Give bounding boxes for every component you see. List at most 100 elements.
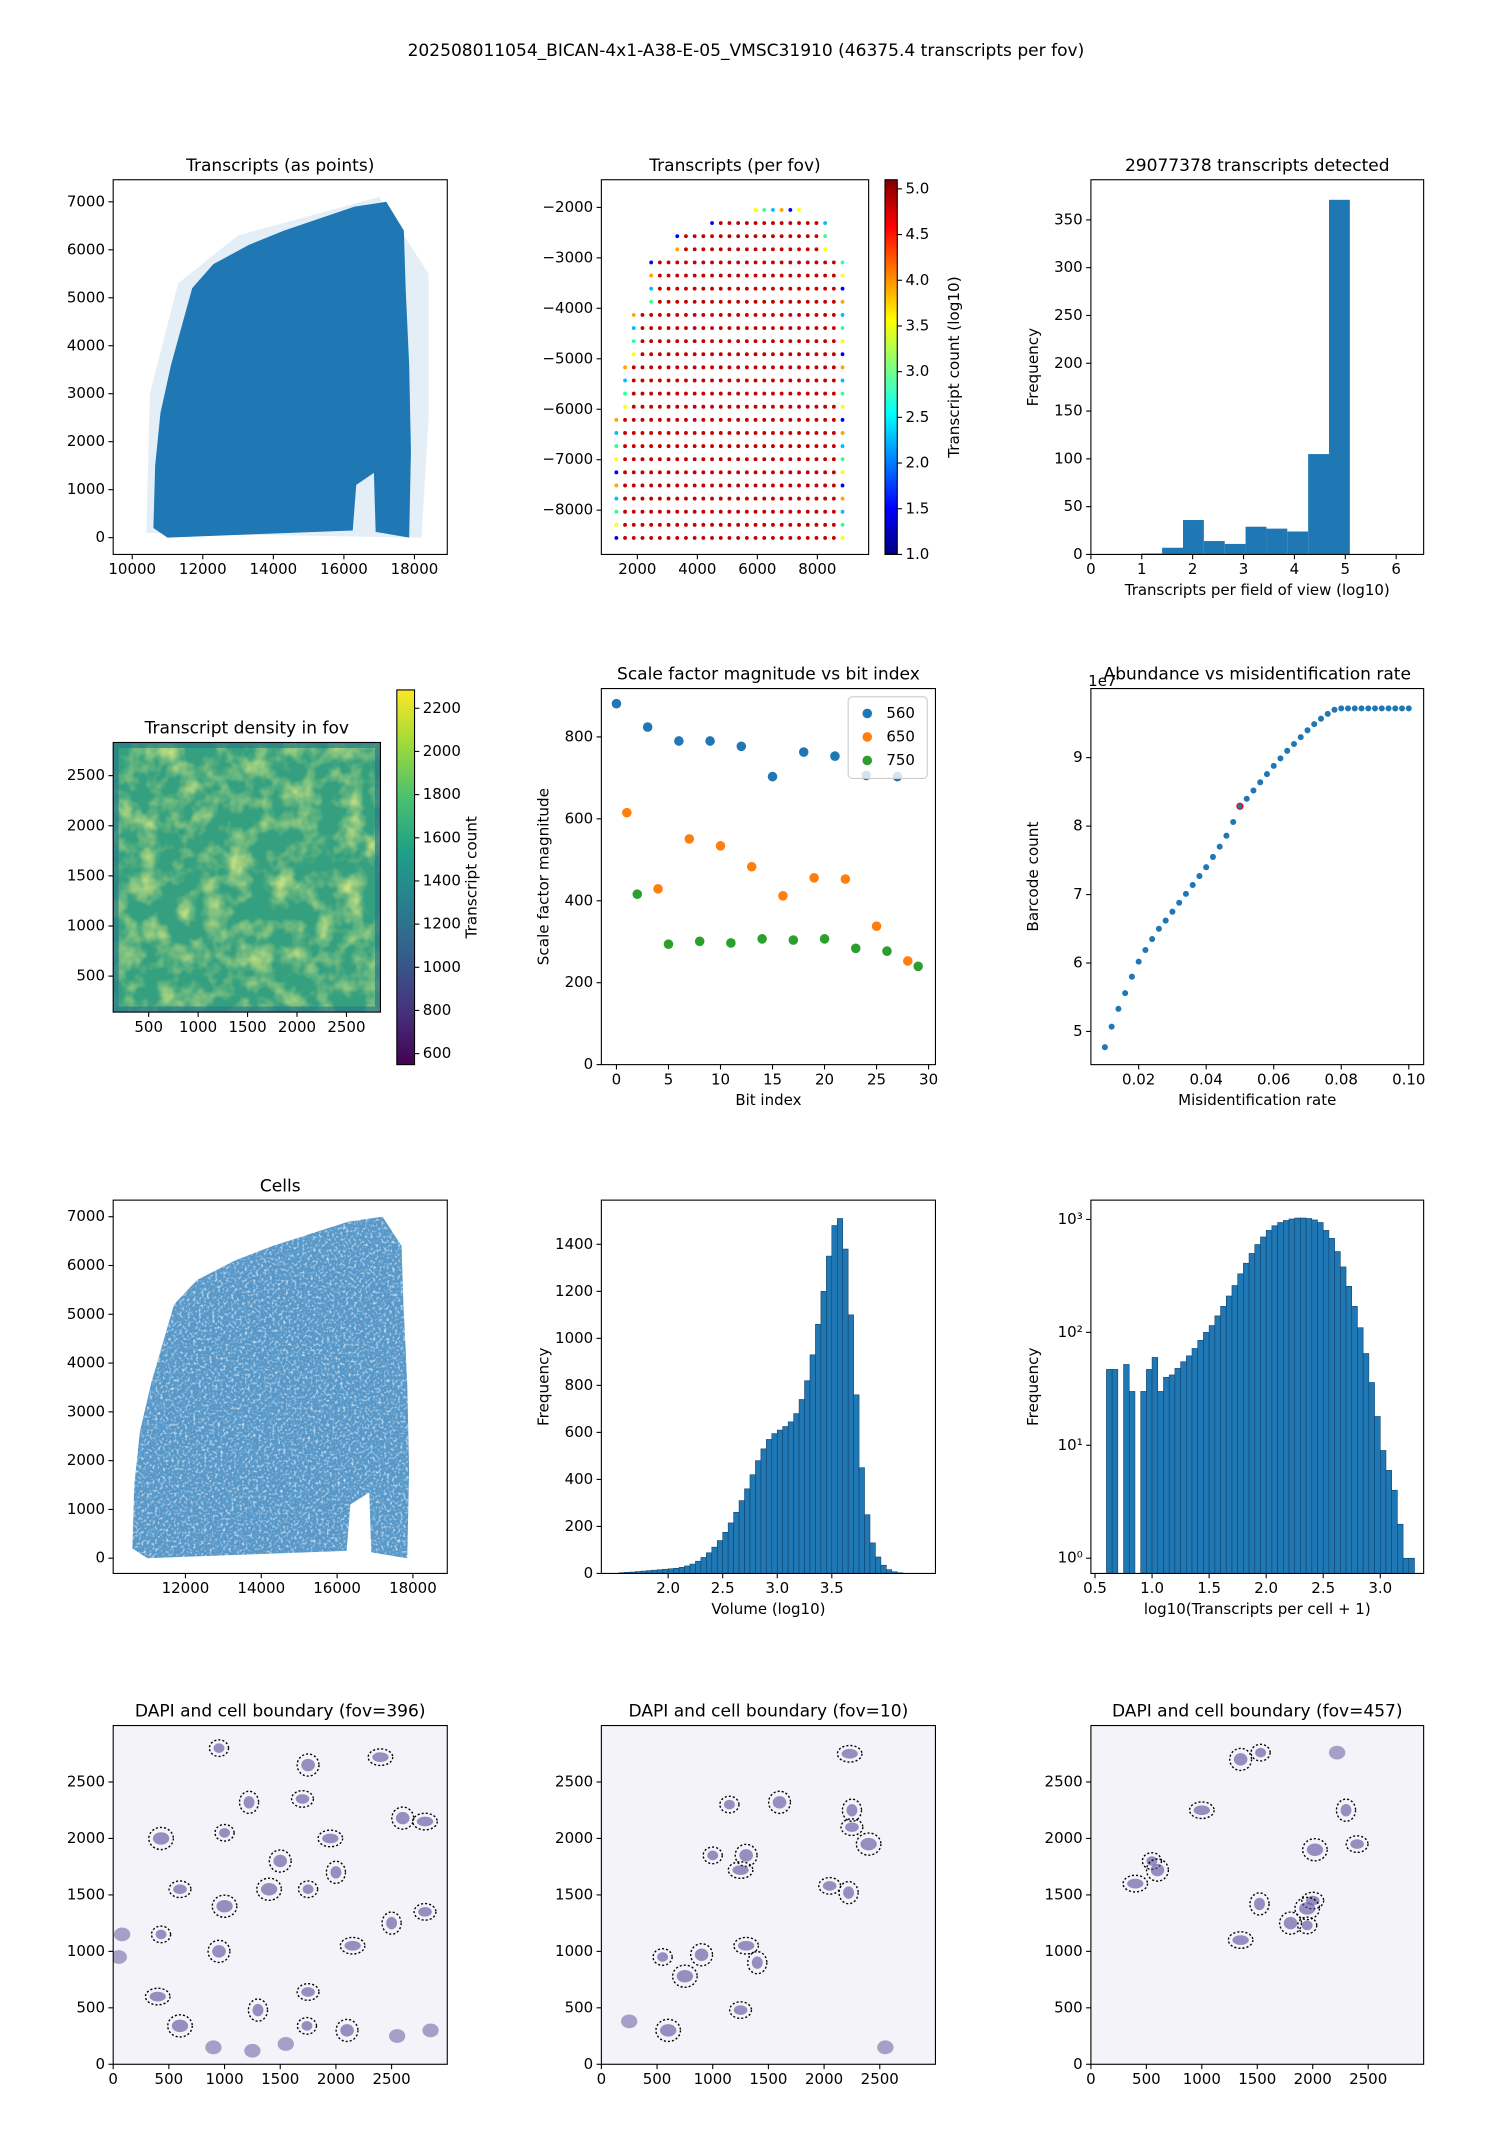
x-tick-label: 3 [1239,560,1249,578]
fov-dot [657,326,662,330]
x-tick-label: 12000 [162,1579,210,1597]
fov-dot [614,417,619,422]
point [1277,755,1284,762]
fov-dot [710,444,714,449]
fov-dot [762,260,767,265]
fov-dot [823,457,828,462]
fov-dot [718,312,723,317]
fov-dot [744,431,749,435]
bar [1294,1217,1301,1574]
cell-boundary [841,1798,863,1822]
fov-dot [666,431,671,435]
fov-dot [779,535,784,540]
nucleus [260,1883,278,1896]
fov-dot [744,339,749,344]
fov-dot [666,496,671,501]
fov-dot [718,247,723,252]
fov-dot [779,234,784,239]
fov-dot [675,522,680,527]
fov-dot [631,365,636,370]
fov-dot [771,470,775,475]
bar [1391,1489,1398,1574]
point [1378,705,1385,712]
fov-dot [762,247,767,252]
point [1317,715,1324,722]
x-tick-label: 18000 [389,1579,437,1597]
fov-dot [649,299,654,304]
fov-dot [771,378,775,383]
cell-boundary [238,1790,260,1815]
fov-dot [675,431,680,435]
bar [662,1568,669,1574]
fov-dot [797,522,801,527]
y-tick-label: 10⁰ [1058,1549,1083,1567]
y-tick-label: 500 [76,967,105,985]
fov-dot [779,378,784,383]
fov-dot [779,247,784,252]
point [736,741,747,752]
fov-dot [788,207,793,212]
fov-dot [797,444,801,449]
cell-boundary [211,1894,238,1918]
y-tick-label: 800 [565,727,594,745]
cell-boundary [268,1849,292,1873]
fov-dot [666,273,671,278]
fov-dot [701,352,706,357]
fov-dot [805,391,810,396]
y-tick-label: 1000 [555,1329,593,1347]
fov-dot [666,404,671,409]
fov-dot [797,365,801,370]
fov-dot [640,312,645,317]
bar [1203,1332,1210,1574]
fov-dot [692,273,697,278]
fov-dot [831,352,836,357]
fov-dot [727,312,732,317]
x-axis-label: Misidentification rate [1178,1091,1336,1109]
bar [815,1323,822,1574]
cell-boundary [297,1880,319,1899]
fov-dot [710,247,714,252]
colorbar-tick-label: 1600 [423,828,461,846]
bar [798,1399,805,1574]
bar [1345,1285,1353,1574]
nucleus [386,1916,398,1930]
nucleus [213,1743,225,1753]
fov-dot [675,509,680,514]
bar [766,1439,773,1574]
fov-dot [657,444,662,449]
fov-dot [762,234,767,239]
nucleus [751,1956,763,1969]
fov-dot [771,221,775,225]
panel: 0 1 2 3 4 5 6 0 50 100 150 200 250 300 350 29077378 tra… [1024,156,1425,599]
panel: 0.5 1.0 1.5 2.0 2.5 3.0 10⁰ 10¹ 10² 10³ log10(Tran… [1024,1199,1425,1618]
bar [1111,1369,1119,1574]
fov-dot [701,496,706,501]
density-edge [113,742,381,1013]
cell-boundary [290,1789,315,1808]
nucleus [723,1799,735,1810]
fov-dot [771,535,775,540]
fov-dot [736,299,741,304]
x-tick-label: 5 [664,1070,674,1088]
fov-dot [771,234,775,239]
fov-dot [649,417,654,422]
cell-boundary [317,1829,344,1848]
fov-dot [762,404,767,409]
fov-dot [684,352,688,357]
nucleus [416,1816,434,1827]
fov-dot [797,326,801,330]
bar [1146,1369,1153,1574]
x-tick-label: 14000 [237,1579,285,1597]
fov-dot [640,417,645,422]
cell-boundary [1335,1798,1357,1822]
bar [1151,1357,1159,1574]
fov-dot [684,260,688,265]
fov-dot [762,496,767,501]
fov-dot [692,457,697,462]
fov-dot [657,431,662,435]
x-tick-label: 6 [1391,560,1401,578]
fov-dot [718,404,723,409]
cell-boundary [150,1925,172,1944]
fov-dot [814,339,819,344]
fov-dot [666,457,671,462]
